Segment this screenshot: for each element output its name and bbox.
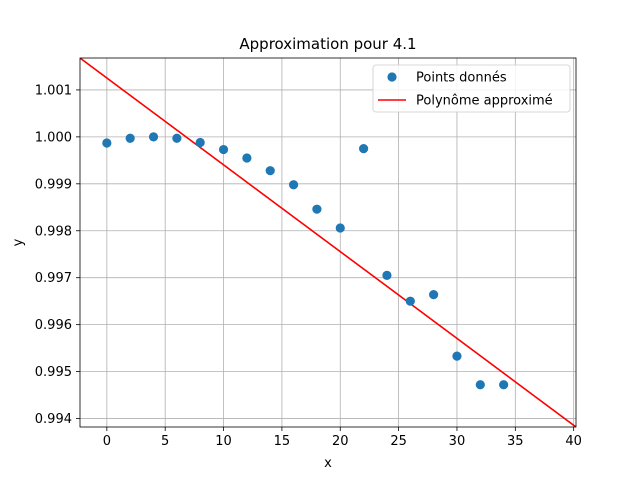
- data-point: [312, 204, 322, 214]
- y-tick-label: 0.996: [35, 318, 72, 333]
- legend-box: [372, 64, 571, 113]
- grid: [80, 58, 576, 427]
- plot-area: [80, 58, 576, 427]
- data-point: [335, 223, 345, 233]
- axes: 0 5 10 15 20 25 30 35 40 0.994 0.995 0.996 0.997 0.99…: [35, 57, 582, 449]
- x-tick-label: 5: [161, 434, 169, 449]
- series-line: [80, 58, 576, 427]
- data-point: [358, 144, 369, 154]
- y-tick-label: 1.001: [35, 83, 72, 98]
- data-point: [499, 380, 509, 390]
- chart-title: Approximation pour 4.1: [239, 35, 416, 53]
- y-tick-label: 0.997: [35, 271, 72, 286]
- x-tick-label: 10: [215, 434, 232, 449]
- data-point: [102, 138, 112, 148]
- legend-entry-label: Polynôme approximé: [416, 94, 553, 109]
- y-tick-label: 1.000: [35, 130, 72, 145]
- y-tick-label: 0.995: [35, 365, 72, 380]
- x-tick-label: 25: [390, 434, 407, 449]
- x-tick-label: 0: [103, 434, 111, 449]
- x-tick-label: 35: [507, 434, 524, 449]
- data-point: [218, 144, 229, 155]
- x-tick-label: 20: [332, 434, 349, 449]
- legend-marker-scatter: [387, 72, 397, 82]
- data-point: [265, 166, 275, 176]
- data-point: [288, 180, 299, 190]
- y-axis-label: y: [11, 238, 26, 246]
- legend-entry-label: Points donnés: [416, 71, 507, 86]
- data-point: [242, 153, 252, 163]
- data-point: [148, 132, 159, 142]
- data-point: [429, 290, 439, 300]
- data-point: [452, 351, 462, 361]
- data-point: [475, 380, 485, 390]
- y-tick-label: 0.999: [35, 177, 72, 192]
- y-tick-label: 0.994: [35, 412, 72, 427]
- data-point: [125, 133, 135, 143]
- legend: Points donnés Polynôme approximé: [372, 64, 571, 113]
- data-point: [195, 137, 205, 148]
- data-point: [382, 270, 392, 280]
- x-tick-label: 30: [449, 434, 466, 449]
- x-axis-label: x: [324, 456, 332, 471]
- x-tick-label: 15: [274, 434, 291, 449]
- axes-frame: [79, 57, 577, 428]
- data-point: [405, 296, 415, 306]
- x-tick-label: 40: [565, 434, 582, 449]
- y-tick-label: 0.998: [35, 224, 72, 239]
- data-point: [172, 133, 182, 143]
